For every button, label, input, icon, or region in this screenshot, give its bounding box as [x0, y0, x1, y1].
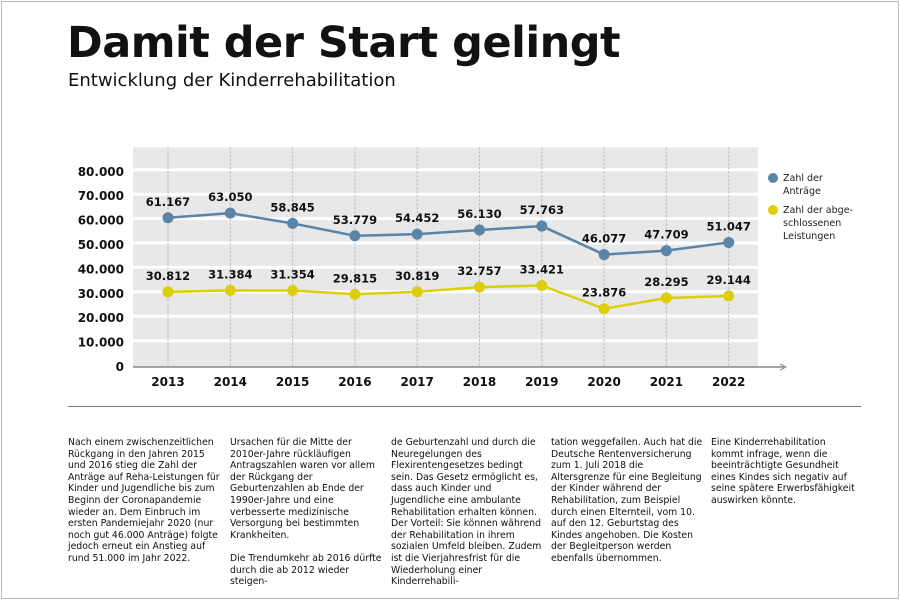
data-point	[723, 290, 735, 302]
data-label: 46.077	[582, 232, 626, 246]
legend-item-leistungen: Zahl der abge-schlossenen Leistungen	[768, 204, 863, 243]
data-point	[224, 284, 236, 296]
text-column-5: Eine Kinderrehabilitation kommt infrage,…	[711, 437, 861, 518]
data-point	[349, 230, 361, 242]
series-line	[167, 211, 729, 256]
paragraph: tation weggefallen. Auch hat die Deutsch…	[551, 437, 703, 564]
text-column-3: de Geburtenzahl und durch die Neuregelun…	[391, 437, 543, 599]
legend-item-antraege: Zahl der Anträge	[768, 172, 863, 198]
data-label: 31.354	[270, 267, 314, 281]
data-label: 23.876	[582, 286, 626, 300]
paragraph: Nach einem zwischenzeitlichen Rückgang i…	[68, 437, 220, 564]
data-point	[224, 207, 236, 219]
x-tick-label: 2014	[214, 375, 247, 389]
data-label: 30.812	[146, 269, 190, 283]
y-tick-label: 50.000	[78, 238, 124, 252]
data-label: 51.047	[707, 219, 751, 233]
text-column-2: Ursachen für die Mitte der 2010er-Jahre …	[230, 437, 382, 599]
legend-label: Zahl der Anträge	[783, 173, 823, 197]
text-column-4: tation weggefallen. Auch hat die Deutsch…	[551, 437, 703, 576]
data-point	[723, 236, 735, 248]
data-point	[287, 217, 299, 229]
x-tick-label: 2013	[151, 375, 184, 389]
y-tick-label: 80.000	[78, 165, 124, 179]
legend-dot-icon	[768, 205, 778, 215]
x-tick-label: 2021	[650, 375, 683, 389]
data-point	[660, 292, 672, 304]
text-column-1: Nach einem zwischenzeitlichen Rückgang i…	[68, 437, 220, 576]
x-tick-label: 2022	[712, 375, 745, 389]
data-point	[598, 303, 610, 315]
series-line	[167, 284, 729, 311]
x-tick-label: 2018	[463, 375, 496, 389]
data-label: 58.845	[270, 200, 314, 214]
y-tick-label: 0	[116, 360, 124, 374]
paragraph: Ursachen für die Mitte der 2010er-Jahre …	[230, 437, 375, 541]
data-label: 61.167	[146, 195, 190, 209]
x-tick-label: 2017	[400, 375, 433, 389]
paragraph: Eine Kinderrehabilitation kommt infrage,…	[711, 437, 855, 506]
data-label: 29.144	[707, 273, 751, 287]
chart-legend: Zahl der Anträge Zahl der abge-schlossen…	[768, 172, 863, 249]
data-label: 56.130	[457, 207, 501, 221]
data-label: 53.779	[333, 213, 377, 227]
data-label: 31.384	[208, 267, 252, 281]
data-label: 29.815	[333, 271, 377, 285]
data-point	[287, 284, 299, 296]
plot-background	[133, 147, 758, 367]
y-tick-label: 40.000	[78, 262, 124, 276]
data-label: 30.819	[395, 269, 439, 283]
page-title: Damit der Start gelingt	[67, 18, 621, 68]
x-tick-label: 2016	[338, 375, 371, 389]
data-point	[162, 212, 174, 224]
data-point	[162, 286, 174, 298]
data-point	[536, 220, 548, 232]
data-label: 32.757	[457, 264, 501, 278]
data-point	[474, 281, 485, 293]
y-tick-label: 70.000	[78, 189, 124, 203]
data-label: 57.763	[520, 203, 564, 217]
legend-dot-icon	[768, 173, 778, 183]
data-point	[536, 279, 548, 291]
data-point	[349, 288, 361, 300]
data-label: 47.709	[644, 228, 688, 242]
data-label: 33.421	[520, 262, 564, 276]
data-label: 28.295	[644, 275, 688, 289]
data-label: 54.452	[395, 211, 439, 225]
paragraph: Die Trendumkehr ab 2016 dürfte durch die…	[230, 552, 382, 588]
divider	[68, 406, 861, 407]
x-tick-label: 2020	[587, 375, 620, 389]
y-tick-label: 20.000	[78, 311, 124, 325]
data-point	[660, 245, 672, 257]
page-subtitle: Entwicklung der Kinderrehabilitation	[68, 70, 396, 91]
data-point	[474, 224, 485, 236]
paragraph: de Geburtenzahl und durch die Neuregelun…	[391, 437, 542, 588]
line-chart: 0 10.000 20.000 30.000 40.000 50.000 60.000 70.…	[78, 147, 788, 389]
y-tick-label: 10.000	[78, 336, 124, 350]
x-tick-label: 2019	[525, 375, 558, 389]
legend-label: Zahl der abge-schlossenen Leistungen	[783, 205, 853, 242]
y-tick-label: 60.000	[78, 214, 124, 228]
y-tick-label: 30.000	[78, 287, 124, 301]
axis-arrow-icon	[779, 363, 788, 371]
data-point	[598, 249, 610, 261]
data-point	[411, 228, 423, 240]
data-label: 63.050	[208, 190, 252, 204]
x-tick-label: 2015	[276, 375, 309, 389]
data-point	[411, 286, 423, 298]
